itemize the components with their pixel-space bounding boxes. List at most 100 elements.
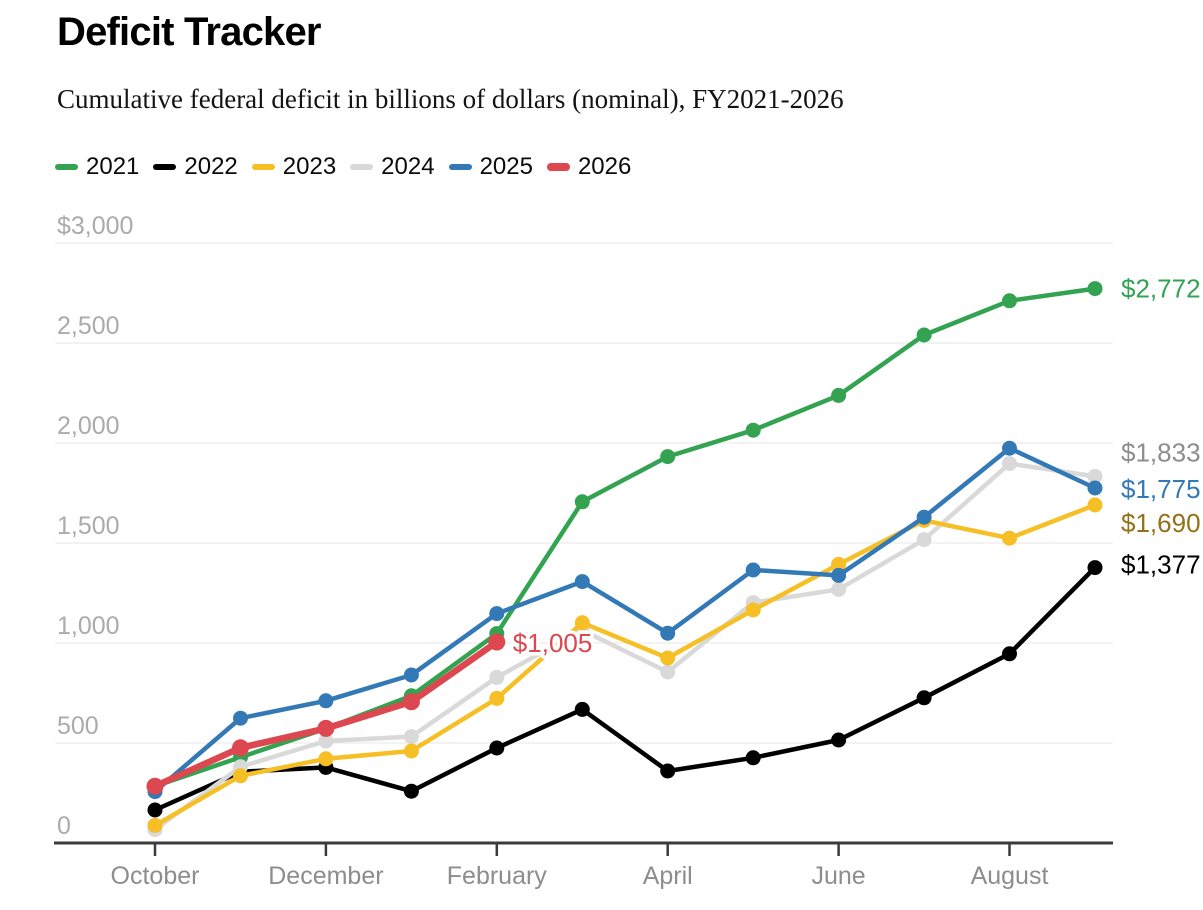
series-line-2021: [152, 286, 1098, 789]
legend-item-2023: 2023: [251, 153, 337, 180]
point-2024-February: [489, 669, 505, 685]
y-axis-label-1000: 1,000: [57, 612, 120, 640]
point-2025-August: [1002, 440, 1017, 456]
point-2022-March: [574, 701, 590, 717]
point-2024-April: [660, 664, 676, 680]
legend: 2021 2022 2023 2024 2025 2026: [55, 155, 645, 179]
legend-swatch-2021: [55, 164, 78, 170]
point-2024-August: [1002, 456, 1017, 472]
point-2021-August: [1002, 293, 1017, 309]
point-2025-September: [1087, 480, 1103, 496]
legend-swatch-2026: [546, 163, 570, 171]
end-label-2023: $1,690: [1121, 508, 1201, 538]
point-2021-September: [1087, 281, 1103, 297]
point-2024-July: [916, 532, 932, 548]
legend-item-2021: 2021: [55, 155, 139, 179]
series-2026: [146, 633, 506, 795]
x-axis-label-April: April: [643, 862, 693, 890]
x-axis-label-February: February: [447, 862, 548, 890]
legend-swatch-2025: [448, 164, 472, 170]
x-axis-label-June: June: [811, 862, 865, 890]
point-2023-December: [318, 751, 334, 767]
legend-item-2024: 2024: [350, 153, 435, 180]
point-2023-February: [489, 690, 505, 706]
point-2024-December: [318, 733, 334, 749]
series-line-2022: [152, 565, 1098, 813]
point-2026-January: [402, 693, 420, 711]
point-2023-March: [574, 615, 590, 631]
chart-subtitle: Cumulative federal deficit in billions o…: [57, 84, 844, 114]
series-2022: [147, 560, 1103, 818]
point-2022-July: [916, 690, 932, 706]
series-line-2025: [152, 445, 1098, 794]
legend-label-2024: 2024: [381, 153, 435, 180]
legend-label-2023: 2023: [282, 153, 337, 180]
point-2022-February: [489, 740, 505, 756]
point-2022-May: [745, 750, 761, 766]
point-2025-April: [660, 625, 676, 641]
point-2023-May: [745, 602, 761, 618]
point-2023-September: [1087, 497, 1103, 513]
legend-label-2025: 2025: [479, 153, 533, 180]
y-axis-label-500: 500: [57, 712, 99, 740]
point-2023-January: [403, 743, 419, 759]
point-2022-August: [1002, 646, 1017, 662]
series-2023: [147, 497, 1103, 833]
point-2022-September: [1087, 560, 1103, 576]
y-axis-label-2000: 2,000: [57, 412, 120, 440]
point-2024-January: [403, 729, 419, 745]
series-2025: [147, 440, 1103, 800]
point-2026-December: [317, 719, 335, 737]
point-2025-July: [916, 509, 932, 525]
legend-item-2022: 2022: [153, 153, 238, 180]
series-line-2023: [152, 502, 1098, 828]
point-2025-June: [831, 567, 847, 583]
y-axis-label-3000: $3,000: [57, 212, 133, 240]
point-2025-May: [745, 562, 761, 578]
point-2023-November: [233, 768, 248, 784]
point-2026-February: [488, 633, 506, 651]
point-2022-January: [403, 783, 419, 799]
point-2023-April: [660, 650, 676, 666]
point-2025-February: [489, 606, 505, 622]
point-2021-March: [574, 494, 590, 510]
point-2025-January: [403, 667, 419, 683]
legend-label-2026: 2026: [577, 153, 632, 180]
y-axis-label-2500: 2,500: [57, 312, 120, 340]
point-2026-October: [146, 777, 164, 795]
legend-label-2021: 2021: [86, 153, 140, 180]
point-2023-June: [831, 556, 847, 572]
point-2023-August: [1002, 530, 1017, 546]
series-2024: [147, 456, 1103, 838]
series-2021: [147, 281, 1103, 794]
x-axis-label-December: December: [268, 862, 383, 890]
x-axis-label-October: October: [111, 862, 200, 890]
chart-title: Deficit Tracker: [57, 10, 322, 54]
point-2022-April: [660, 763, 676, 779]
legend-label-2022: 2022: [184, 153, 238, 180]
point-2021-June: [831, 387, 847, 403]
point-2025-March: [574, 574, 590, 590]
point-2023-October: [147, 817, 163, 833]
end-label-2025: $1,775: [1121, 474, 1201, 504]
end-label-2024: $1,833: [1121, 437, 1201, 467]
y-axis-label-0: 0: [57, 812, 71, 840]
point-2022-June: [831, 732, 847, 748]
legend-swatch-2024: [350, 164, 374, 170]
point-2024-September: [1087, 468, 1103, 484]
legend-swatch-2022: [153, 164, 177, 170]
point-2021-May: [745, 422, 761, 438]
point-2025-November: [233, 710, 248, 726]
legend-swatch-2023: [251, 164, 275, 170]
point-2022-October: [147, 802, 163, 818]
y-axis-label-1500: 1,500: [57, 512, 120, 540]
point-2021-July: [916, 327, 932, 343]
series-line-2024: [152, 461, 1098, 832]
point-2025-December: [318, 693, 334, 709]
point-2026-November: [232, 739, 249, 757]
legend-item-2025: 2025: [448, 153, 533, 180]
end-label-2026: $1,005: [513, 628, 593, 658]
point-2021-April: [660, 449, 676, 465]
